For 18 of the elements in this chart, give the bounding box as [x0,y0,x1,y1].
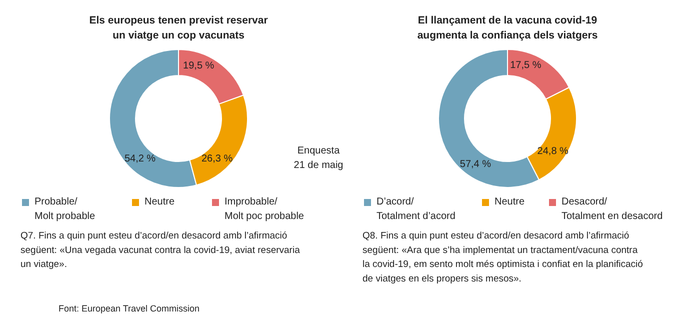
data-label: 54,2 % [124,154,156,165]
legend-label: D’acord/ Totalment d’acord [376,196,456,222]
chart-title: Els europeus tenen previst reservar un viatge un cop vacunats [89,14,268,42]
legend-label: Desacord/ Totalment en desacord [562,196,663,222]
text: Font: European Travel Commission [58,304,200,314]
legend-label: Probable/ Molt probable [34,196,96,222]
text: Q8. Fins a quin punt esteu d’acord/en desacord amb l’afirmació següent: «Ara que s’ha implementat un tractament/vacuna contra la covid-19, em sento molt més optimista i confiat en la planificació de viatges en els propers sis mesos». [362,230,643,284]
legend-label: Improbable/ Molt poc probable [224,196,304,222]
legend-label: Neutre [494,196,525,208]
data-label: 26,3 % [202,154,233,165]
text: Enquesta 21 de maig [294,146,344,171]
data-label: 57,4 % [460,158,492,170]
text: Q7. Fins a quin punt esteu d’acord/en desacord amb l’afirmació següent: «Una vegada vacunat contra la covid-19, aviat reservaria un viatge». [20,230,301,270]
chart-title: El llançament de la vacuna covid-19 augmenta la confiança dels viatgers [417,14,598,42]
data-label: 24,8 % [537,146,569,157]
legend-label: Neutre [144,196,175,208]
data-label: 19,5 % [183,60,214,72]
data-label: 17,5 % [510,60,542,72]
